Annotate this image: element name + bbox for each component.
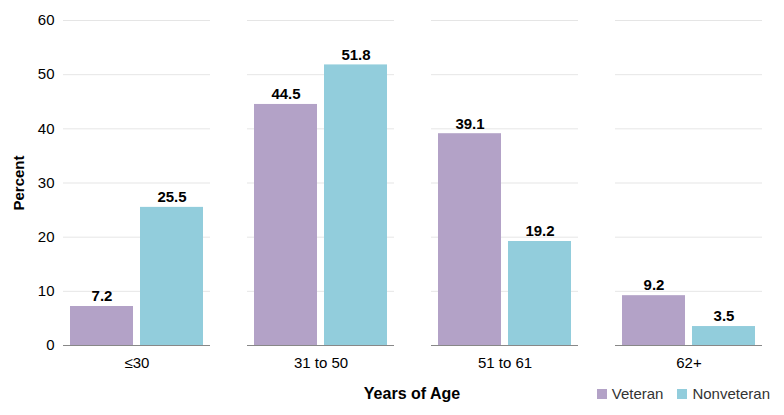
svg-text:9.2: 9.2	[644, 276, 665, 293]
html-text:Years of Age: Years of Age	[363, 385, 461, 402]
svg-text:0: 0	[46, 336, 54, 353]
html-text:Veteran: Veteran	[611, 385, 664, 402]
svg-text:3.5: 3.5	[714, 307, 735, 324]
svg-text:31 to 50: 31 to 50	[294, 354, 348, 371]
html-text:Nonveteran: Nonveteran	[692, 385, 770, 402]
svg-text:62+: 62+	[676, 354, 702, 371]
svg-text:30: 30	[38, 174, 55, 191]
svg-text:Percent: Percent	[10, 155, 27, 210]
svg-text:25.5: 25.5	[157, 188, 186, 205]
svg-text:40: 40	[38, 120, 55, 137]
svg-text:51.8: 51.8	[341, 46, 370, 63]
svg-text:44.5: 44.5	[271, 85, 300, 102]
svg-text:60: 60	[38, 11, 55, 28]
svg-text:50: 50	[38, 65, 55, 82]
svg-text:51 to 61: 51 to 61	[478, 354, 532, 371]
svg-text:20: 20	[38, 228, 55, 245]
svg-text:19.2: 19.2	[525, 222, 554, 239]
svg-text:7.2: 7.2	[92, 287, 113, 304]
svg-text:39.1: 39.1	[455, 115, 484, 132]
svg-text:10: 10	[38, 282, 55, 299]
svg-text:≤30: ≤30	[125, 354, 150, 371]
